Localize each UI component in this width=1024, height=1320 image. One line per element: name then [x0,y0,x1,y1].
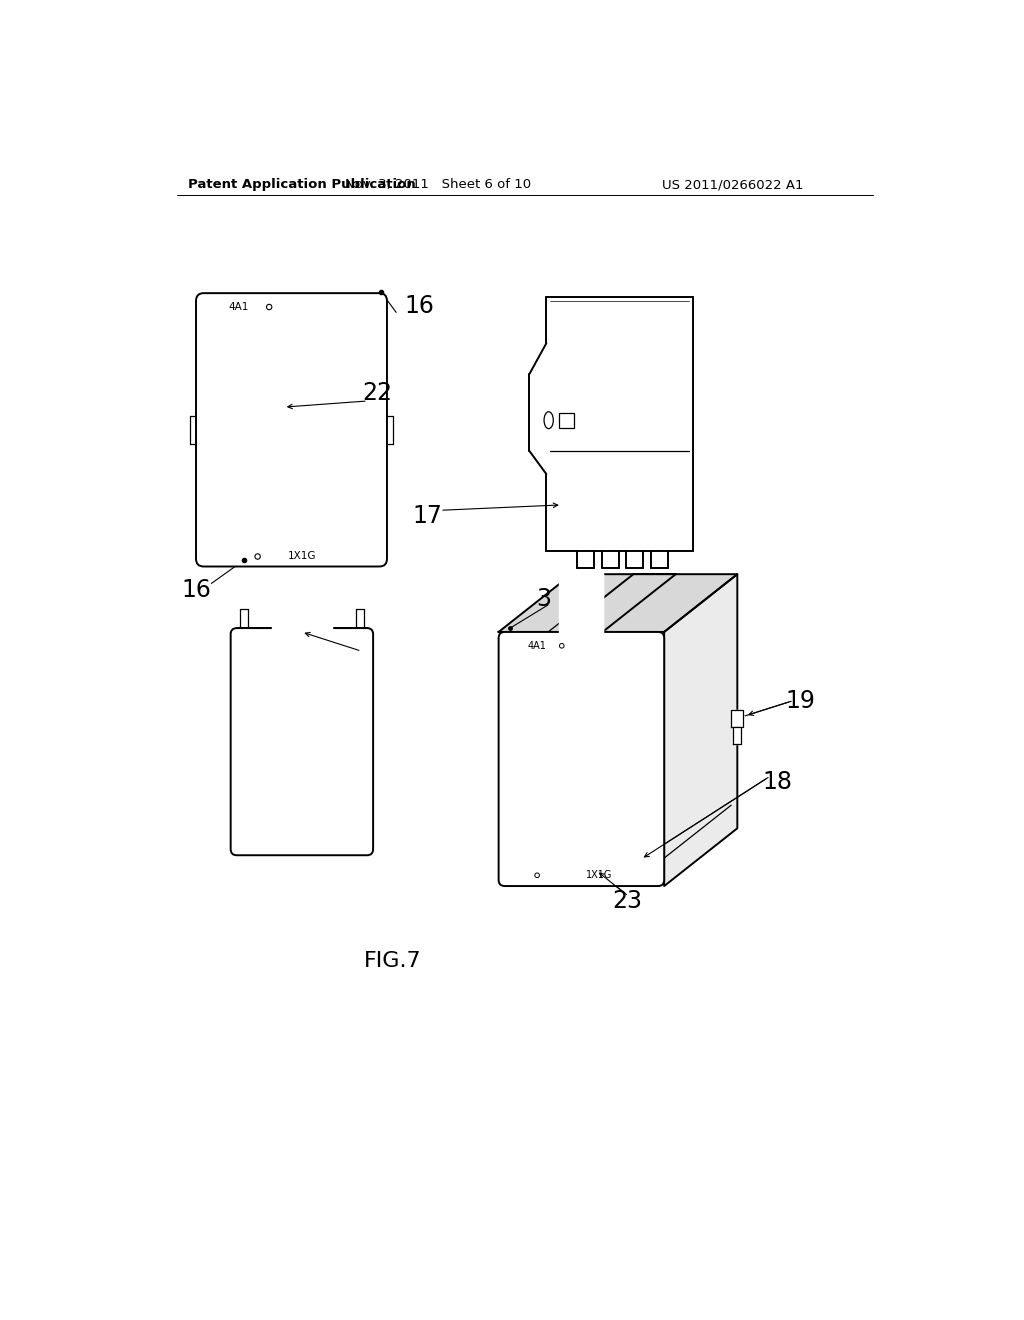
Text: 23: 23 [612,888,642,912]
FancyBboxPatch shape [196,293,387,566]
Bar [499,632,665,886]
Polygon shape [559,570,603,635]
Text: Nov. 3, 2011   Sheet 6 of 10: Nov. 3, 2011 Sheet 6 of 10 [345,178,531,191]
FancyBboxPatch shape [230,628,373,855]
Bar [559,413,574,428]
Polygon shape [731,710,743,726]
Text: 1X1G: 1X1G [586,870,612,880]
Text: 4A1: 4A1 [228,302,249,312]
Text: 3: 3 [537,587,552,611]
Text: Patent Application Publication: Patent Application Publication [188,178,416,191]
Polygon shape [665,574,737,886]
Text: 1X1G: 1X1G [288,552,316,561]
Ellipse shape [544,412,553,429]
Polygon shape [272,619,332,631]
Text: FIG.7: FIG.7 [364,950,421,970]
Polygon shape [560,574,602,632]
FancyBboxPatch shape [499,632,665,886]
Text: 4A1: 4A1 [527,640,547,651]
Text: 19: 19 [785,689,815,713]
Polygon shape [499,574,737,632]
Text: US 2011/0266022 A1: US 2011/0266022 A1 [662,178,804,191]
Text: 16: 16 [181,578,211,602]
Text: 17: 17 [412,504,442,528]
Text: 22: 22 [361,381,392,405]
Text: 16: 16 [404,294,434,318]
Polygon shape [733,726,741,744]
Text: 18: 18 [762,770,793,795]
